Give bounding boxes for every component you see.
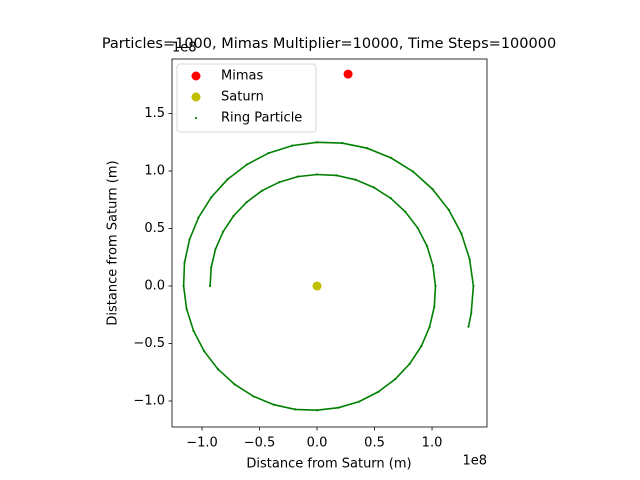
particle (226, 178, 229, 181)
y-tick-label: 1.0 (144, 164, 165, 179)
particle (315, 173, 319, 176)
legend-marker (191, 92, 201, 102)
particle (291, 144, 294, 147)
x-tick-label: 1.0 (422, 436, 443, 451)
particle (337, 406, 340, 409)
y-tick-label: −0.5 (133, 336, 165, 351)
body-marker (312, 281, 322, 291)
particle (460, 232, 463, 235)
particle (358, 400, 361, 403)
particle (245, 163, 248, 166)
particle (341, 141, 344, 145)
chart-title: Particles=1000, Mimas Multiplier=10000, … (102, 36, 556, 52)
particle (428, 325, 431, 329)
particle (315, 409, 319, 412)
y-tick-label: −1.0 (133, 394, 165, 409)
particle (208, 284, 212, 288)
particle (294, 408, 297, 411)
particle (188, 238, 191, 241)
particle (245, 201, 248, 204)
x-tick-label: 0.0 (307, 436, 328, 451)
particle (431, 187, 434, 191)
particle (210, 196, 213, 199)
particle (472, 284, 475, 288)
x-tick-label: −1.0 (186, 436, 218, 451)
particle (252, 395, 255, 398)
particle (420, 345, 423, 348)
particle (182, 284, 185, 288)
body-marker (343, 69, 353, 79)
particle (260, 189, 264, 192)
particle (389, 197, 392, 200)
particle (232, 214, 235, 218)
legend-label: Mimas (221, 69, 263, 84)
particle (468, 258, 471, 261)
particle (416, 226, 419, 230)
particle (183, 261, 186, 264)
particle (315, 141, 319, 144)
particle (221, 230, 225, 233)
particle (408, 362, 411, 365)
x-axis-label: Distance from Saturn (m) (246, 457, 411, 472)
particle (389, 156, 393, 159)
particle (394, 378, 397, 381)
particle (197, 216, 200, 219)
particle (216, 368, 220, 371)
particle (267, 151, 270, 155)
particle (411, 170, 415, 173)
legend-label: Ring Particle (221, 111, 302, 126)
legend-marker (194, 116, 198, 120)
particle (467, 325, 470, 328)
particle (431, 264, 435, 267)
particle (203, 350, 206, 353)
y-tick-label: 0.0 (144, 279, 165, 294)
particle (470, 312, 473, 315)
particle (296, 175, 299, 178)
legend-label: Saturn (221, 90, 264, 105)
y-tick-label: 1.5 (144, 106, 165, 121)
particle (210, 266, 213, 269)
y-tick-label: 0.5 (144, 221, 165, 236)
x-offset-label: 1e8 (462, 454, 487, 469)
particle (185, 307, 188, 311)
particle (366, 147, 369, 150)
x-tick-label: 0.5 (364, 436, 385, 451)
particle (425, 244, 429, 248)
particle (447, 208, 450, 211)
particle (335, 174, 338, 177)
particle (354, 178, 357, 181)
particle (372, 186, 376, 189)
particle (233, 383, 236, 386)
particle (433, 305, 436, 308)
legend-marker (191, 71, 201, 81)
particle (272, 403, 275, 406)
particle (434, 284, 437, 288)
particle (404, 210, 407, 213)
particle (214, 247, 217, 251)
y-offset-label: 1e8 (172, 41, 197, 56)
x-tick-label: −0.5 (244, 436, 276, 451)
legend-box (176, 63, 317, 133)
y-axis-label: Distance from Saturn (m) (106, 160, 121, 325)
particle (278, 181, 281, 184)
particle (192, 329, 195, 333)
particle (377, 390, 380, 394)
